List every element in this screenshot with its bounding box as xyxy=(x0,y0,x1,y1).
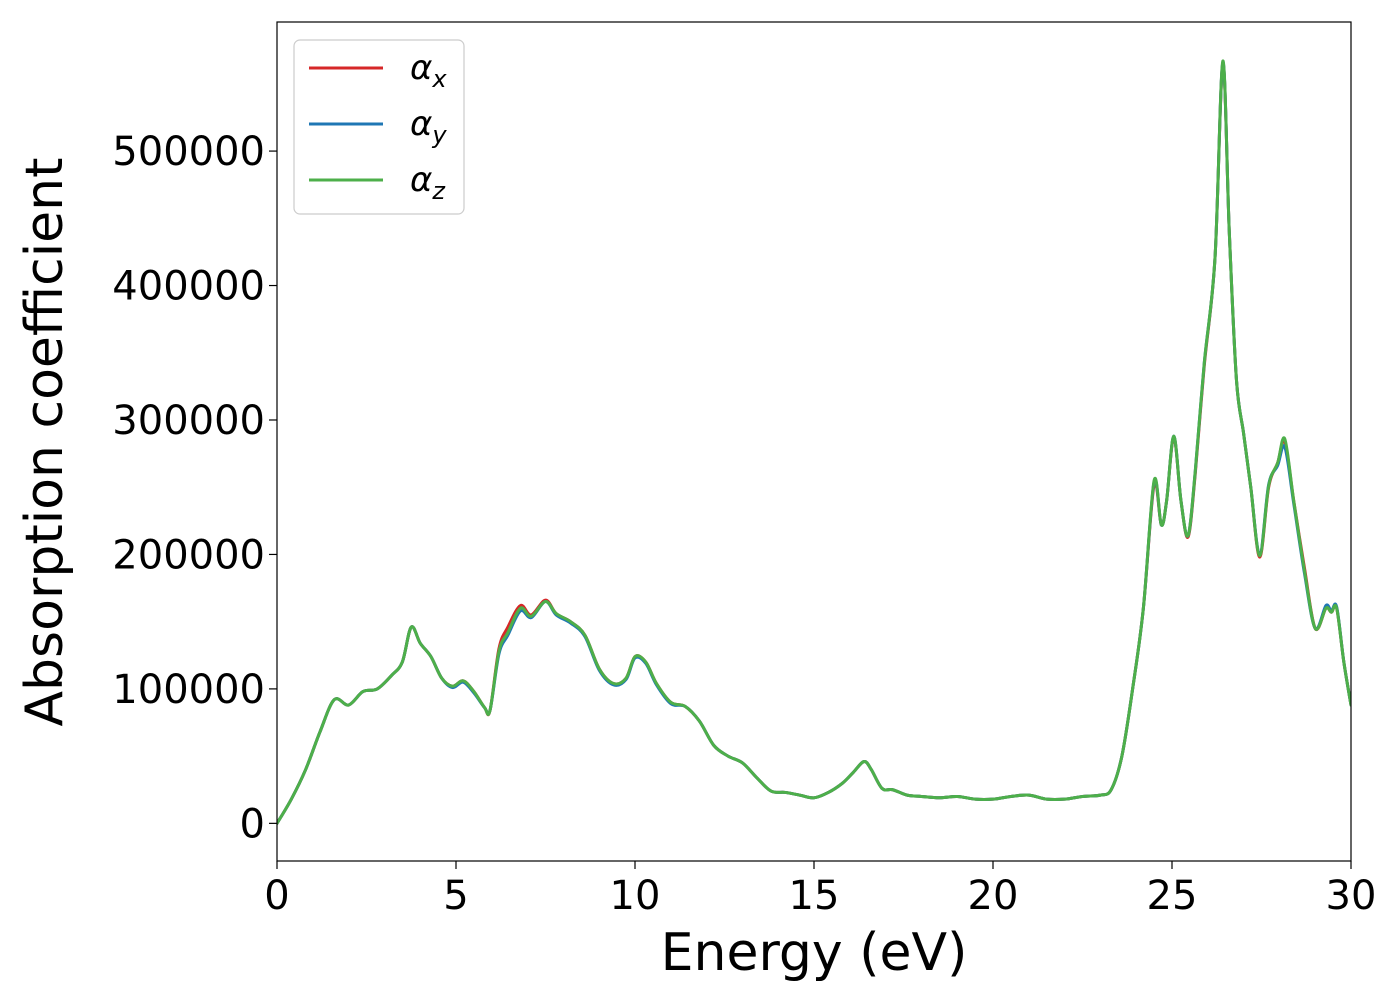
y-tick-label: 100000 xyxy=(112,667,265,713)
x-tick-label: 20 xyxy=(968,873,1019,919)
x-tick-label: 15 xyxy=(789,873,840,919)
x-axis-ticks: 0 5 10 15 20 25 30 xyxy=(264,861,1376,919)
x-tick-label: 10 xyxy=(610,873,661,919)
y-tick-label: 500000 xyxy=(112,129,265,175)
x-tick-label: 5 xyxy=(443,873,468,919)
x-tick-label: 0 xyxy=(264,873,289,919)
x-tick-label: 25 xyxy=(1147,873,1198,919)
legend-box xyxy=(293,39,465,215)
y-tick-label: 300000 xyxy=(112,398,265,444)
y-tick-label: 0 xyxy=(240,801,265,847)
y-tick-label: 200000 xyxy=(112,532,265,578)
y-axis-ticks: 0 100000 200000 300000 400000 500000 xyxy=(112,129,277,847)
y-tick-label: 400000 xyxy=(112,264,265,310)
x-axis-title: Energy (eV) xyxy=(661,923,968,983)
y-axis-title: Absorption coefficient xyxy=(15,157,75,726)
series-line-z xyxy=(277,59,1351,825)
x-tick-label: 30 xyxy=(1326,873,1377,919)
series-lines xyxy=(277,59,1351,825)
